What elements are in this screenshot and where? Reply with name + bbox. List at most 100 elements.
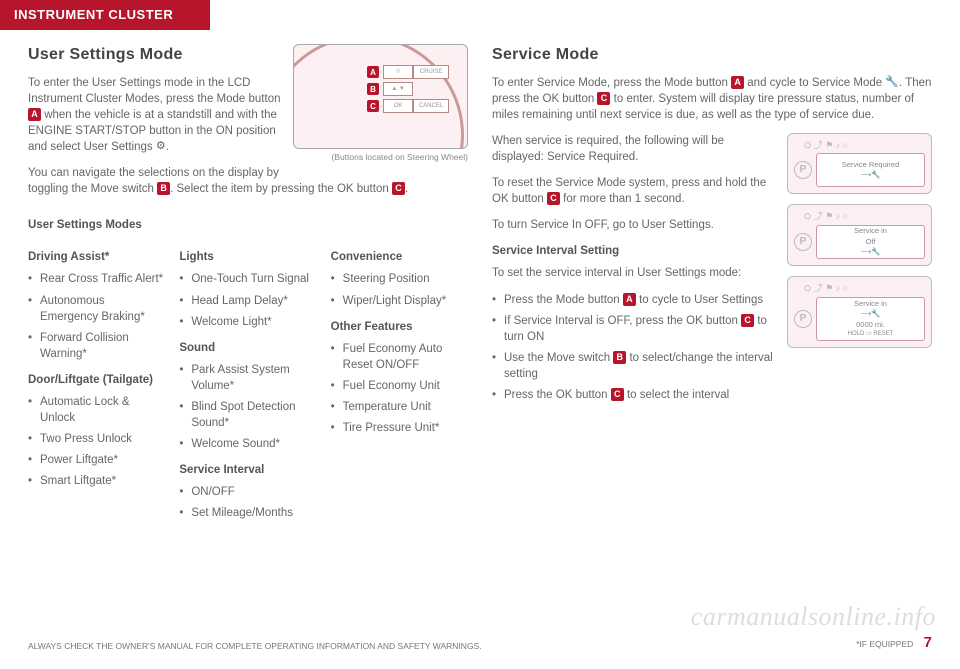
right-column: Service Mode To enter Service Mode, pres…	[492, 44, 932, 529]
lcd-text: Service in	[854, 226, 887, 237]
list-item: Set Mileage/Months	[179, 505, 316, 521]
service-mode-title: Service Mode	[492, 44, 932, 66]
wheel-illustration: A ⟐ CRUISE B ▲ ▼ C OK CANCEL	[293, 44, 468, 149]
wheel-badge-a: A	[367, 66, 379, 78]
if-equipped: *IF EQUIPPED	[856, 639, 913, 649]
list-item: Park Assist System Volume*	[179, 362, 316, 394]
left-column: A ⟐ CRUISE B ▲ ▼ C OK CANCEL	[28, 44, 468, 529]
settings-columns: Driving Assist* Rear Cross Traffic Alert…	[28, 239, 468, 529]
lcd-panel-2: ⛭ ⤴ ⚑ ♪ ○ P Service in Off ⟶🔧	[787, 204, 932, 266]
page-footer: ALWAYS CHECK THE OWNER'S MANUAL FOR COMP…	[28, 632, 932, 653]
list-lights: One-Touch Turn Signal Head Lamp Delay* W…	[179, 271, 316, 329]
wheel-badge-c: C	[367, 100, 379, 112]
list-item: Fuel Economy Auto Reset ON/OFF	[331, 341, 468, 373]
txt: Press the OK button	[504, 389, 611, 401]
list-item: If Service Interval is OFF, press the OK…	[492, 313, 932, 345]
badge-c-inline: C	[741, 314, 754, 327]
service-p1: To enter Service Mode, press the Mode bu…	[492, 75, 932, 123]
wheel-badge-b: B	[367, 83, 379, 95]
txt: for more than 1 second.	[560, 193, 685, 205]
h-driving-assist: Driving Assist*	[28, 249, 165, 265]
badge-a-inline: A	[623, 293, 636, 306]
txt: when the vehicle is at a standstill and …	[28, 109, 277, 153]
txt: Use the Move switch	[504, 352, 613, 364]
list-item: Rear Cross Traffic Alert*	[28, 271, 165, 287]
h-other-features: Other Features	[331, 319, 468, 335]
txt: to cycle to User Settings	[636, 294, 763, 306]
gear-icon: ⚙	[156, 139, 166, 154]
park-icon: P	[794, 233, 812, 251]
lcd-inner-1: Service Required ⟶🔧	[816, 153, 925, 187]
steering-wheel-figure: A ⟐ CRUISE B ▲ ▼ C OK CANCEL	[293, 44, 468, 164]
lcd-icon-row: ⛭ ⤴ ⚑ ♪ ○	[794, 139, 925, 154]
list-sound: Park Assist System Volume* Blind Spot De…	[179, 362, 316, 452]
txt: . Select the item by pressing the OK but…	[170, 183, 392, 195]
wheel-btn-mode: ⟐	[383, 65, 413, 79]
list-door-liftgate: Automatic Lock & Unlock Two Press Unlock…	[28, 394, 165, 489]
list-item: Press the OK button C to select the inte…	[492, 387, 932, 403]
settings-col-2: Lights One-Touch Turn Signal Head Lamp D…	[179, 239, 316, 529]
list-item: Use the Move switch B to select/change t…	[492, 350, 932, 382]
wheel-caption: (Buttons located on Steering Wheel)	[293, 152, 468, 164]
txt: and cycle to Service Mode	[744, 77, 885, 89]
h-door-liftgate: Door/Liftgate (Tailgate)	[28, 372, 165, 388]
txt: Press the Mode button	[504, 294, 623, 306]
lcd-inner-2: Service in Off ⟶🔧	[816, 225, 925, 259]
list-service-interval: ON/OFF Set Mileage/Months	[179, 484, 316, 521]
wrench-icon: ⟶🔧	[860, 170, 880, 181]
list-item: ON/OFF	[179, 484, 316, 500]
txt: If Service Interval is OFF, press the OK…	[504, 315, 741, 327]
badge-b-inline: B	[157, 182, 170, 195]
badge-c-inline: C	[547, 192, 560, 205]
page-number: 7	[924, 634, 932, 651]
list-item: Forward Collision Warning*	[28, 330, 165, 362]
footer-left: ALWAYS CHECK THE OWNER'S MANUAL FOR COMP…	[28, 641, 482, 653]
user-settings-p2: You can navigate the selections on the d…	[28, 165, 468, 197]
txt: .	[166, 141, 169, 153]
txt: .	[405, 183, 408, 195]
txt: To enter Service Mode, press the Mode bu…	[492, 77, 731, 89]
lcd-icon-row: ⛭ ⤴ ⚑ ♪ ○	[794, 210, 925, 225]
settings-col-3: Convenience Steering Position Wiper/Ligh…	[331, 239, 468, 529]
watermark: carmanualsonline.info	[691, 599, 936, 635]
list-item: Autonomous Emergency Braking*	[28, 293, 165, 325]
lcd-text: Off	[866, 237, 876, 248]
badge-b-inline: B	[613, 351, 626, 364]
list-other-features: Fuel Economy Auto Reset ON/OFF Fuel Econ…	[331, 341, 468, 436]
footer-right: *IF EQUIPPED 7	[856, 632, 932, 653]
wheel-btn-ok: OK	[383, 99, 413, 113]
list-item: Temperature Unit	[331, 399, 468, 415]
lcd-text: Service Required	[842, 160, 900, 171]
user-settings-modes-head: User Settings Modes	[28, 217, 468, 233]
h-lights: Lights	[179, 249, 316, 265]
list-item: Welcome Light*	[179, 314, 316, 330]
badge-c-inline: C	[611, 388, 624, 401]
badge-c-inline: C	[597, 92, 610, 105]
header-title: INSTRUMENT CLUSTER	[14, 7, 173, 22]
h-convenience: Convenience	[331, 249, 468, 265]
wheel-btn-cruise: CRUISE	[413, 65, 449, 79]
list-item: Smart Liftgate*	[28, 473, 165, 489]
h-sound: Sound	[179, 340, 316, 356]
txt: To enter the User Settings mode in the L…	[28, 77, 280, 105]
list-item: Tire Pressure Unit*	[331, 420, 468, 436]
list-item: Steering Position	[331, 271, 468, 287]
settings-col-1: Driving Assist* Rear Cross Traffic Alert…	[28, 239, 165, 529]
list-item: Power Liftgate*	[28, 452, 165, 468]
badge-c-inline: C	[392, 182, 405, 195]
park-icon: P	[794, 161, 812, 179]
list-item: Automatic Lock & Unlock	[28, 394, 165, 426]
list-item: Wiper/Light Display*	[331, 293, 468, 309]
txt: to select the interval	[624, 389, 729, 401]
list-driving-assist: Rear Cross Traffic Alert* Autonomous Eme…	[28, 271, 165, 361]
wheel-btn-move: ▲ ▼	[383, 82, 413, 96]
wheel-btn-cancel: CANCEL	[413, 99, 449, 113]
list-item: Blind Spot Detection Sound*	[179, 399, 316, 431]
badge-a-inline: A	[28, 108, 41, 121]
badge-a-inline: A	[731, 76, 744, 89]
list-item: One-Touch Turn Signal	[179, 271, 316, 287]
header-band: INSTRUMENT CLUSTER	[0, 0, 210, 30]
list-item: Two Press Unlock	[28, 431, 165, 447]
list-item: Welcome Sound*	[179, 436, 316, 452]
wrench-icon: 🔧	[885, 75, 899, 90]
